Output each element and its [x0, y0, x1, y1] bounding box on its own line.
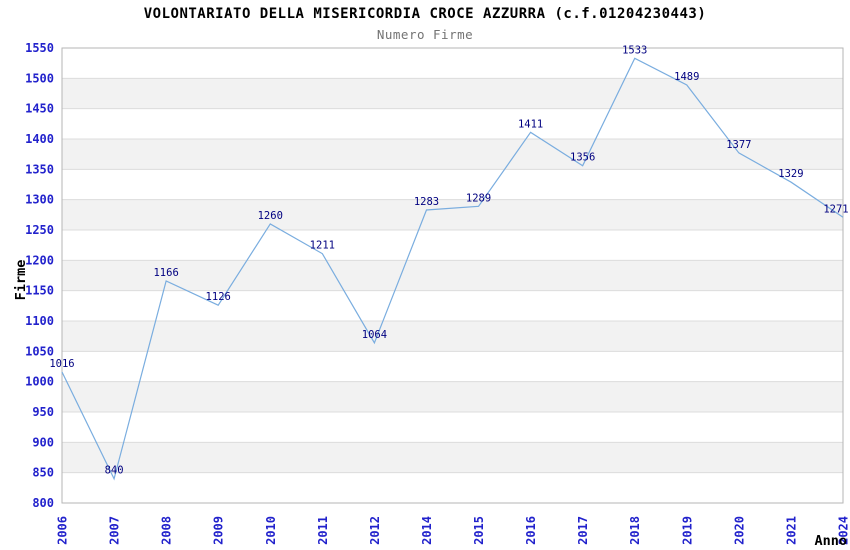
y-tick-label: 1100 [25, 314, 54, 328]
data-point-label: 1356 [570, 152, 595, 164]
x-tick-label: 2016 [524, 516, 538, 545]
x-tick-label: 2006 [56, 516, 70, 545]
plot-band [62, 472, 843, 503]
x-tick-label: 2021 [784, 516, 798, 545]
y-tick-label: 1400 [25, 132, 54, 146]
x-tick-label: 2009 [212, 516, 226, 545]
plot-band [62, 412, 843, 443]
data-point-label: 1533 [622, 44, 647, 56]
x-tick-label: 2010 [264, 516, 278, 545]
y-tick-label: 800 [32, 496, 54, 510]
data-point-label: 1489 [674, 71, 699, 83]
y-tick-label: 1350 [25, 162, 54, 176]
plot-band [62, 48, 843, 79]
plot-band [62, 230, 843, 261]
data-point-label: 1016 [49, 358, 74, 370]
plot-band [62, 108, 843, 139]
x-tick-label: 2008 [160, 516, 174, 545]
y-axis-title: Firme [13, 260, 29, 301]
plot-band [62, 381, 843, 412]
x-tick-label: 2007 [108, 516, 122, 545]
y-tick-label: 1250 [25, 223, 54, 237]
y-tick-label: 1200 [25, 253, 54, 267]
data-point-label: 1260 [258, 210, 283, 222]
y-tick-label: 1150 [25, 284, 54, 298]
chart-title: VOLONTARIATO DELLA MISERICORDIA CROCE AZ… [143, 6, 707, 22]
plot-band [62, 321, 843, 352]
y-tick-label: 1550 [25, 41, 54, 55]
data-point-label: 1411 [518, 118, 543, 130]
data-point-label: 1329 [778, 168, 803, 180]
plot-band [62, 442, 843, 473]
plot-band [62, 78, 843, 109]
plot-band [62, 139, 843, 170]
y-tick-label: 1300 [25, 193, 54, 207]
x-tick-label: 2018 [628, 516, 642, 545]
y-tick-label: 1050 [25, 344, 54, 358]
series-line [61, 57, 844, 481]
x-tick-label: 2024 [837, 516, 850, 545]
plot-band [62, 260, 843, 291]
y-tick-label: 850 [32, 466, 54, 480]
y-tick-label: 1000 [25, 375, 54, 389]
x-tick-label: 2020 [732, 516, 746, 545]
data-point-label: 1166 [153, 267, 178, 279]
data-point-label: 1126 [206, 291, 231, 303]
plot-band [62, 351, 843, 382]
x-axis-title: Anno [814, 533, 847, 549]
data-point-label: 1064 [362, 329, 387, 341]
data-point-label: 1377 [726, 139, 751, 151]
x-tick-label: 2019 [680, 516, 694, 545]
data-point-label: 1283 [414, 196, 439, 208]
x-tick-label: 2012 [368, 516, 382, 545]
y-tick-label: 1450 [25, 102, 54, 116]
data-point-label: 1289 [466, 192, 491, 204]
y-tick-label: 900 [32, 435, 54, 449]
plot-band [62, 199, 843, 230]
x-tick-label: 2015 [472, 516, 486, 545]
x-tick-label: 2017 [576, 516, 590, 545]
data-point-label: 1211 [310, 240, 335, 252]
x-tick-label: 2011 [316, 516, 330, 545]
y-tick-label: 1500 [25, 71, 54, 85]
chart-subtitle: Numero Firme [376, 27, 474, 42]
y-tick-label: 950 [32, 405, 54, 419]
x-tick-label: 2014 [420, 516, 434, 545]
data-point-label: 1271 [823, 203, 848, 215]
plot-band [62, 169, 843, 200]
data-point-label: 840 [105, 465, 124, 477]
plot-border [61, 47, 844, 504]
plot-band [62, 290, 843, 321]
